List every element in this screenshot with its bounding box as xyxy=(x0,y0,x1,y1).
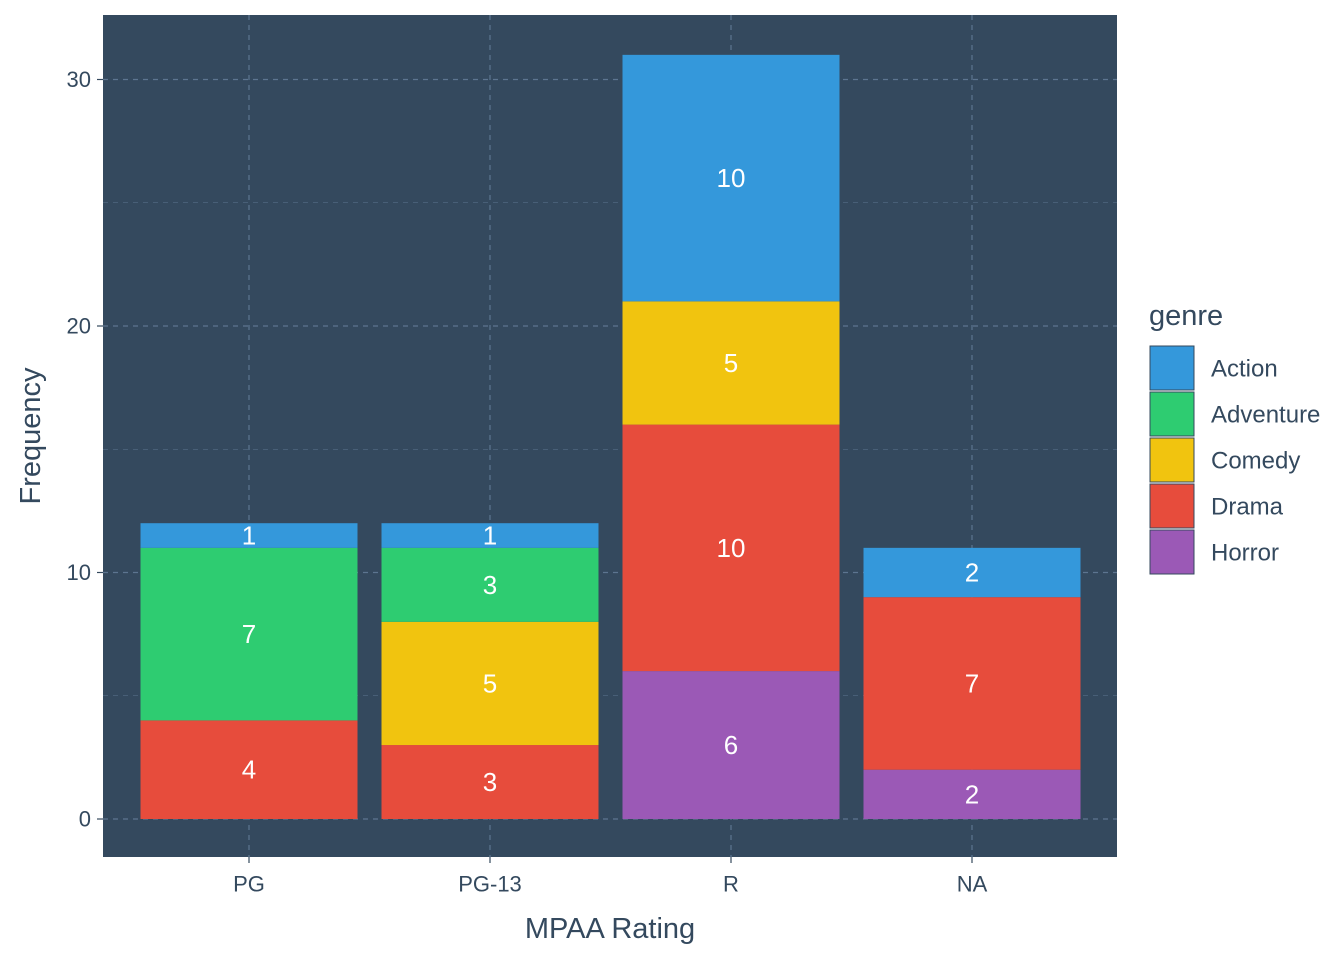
bar-segment xyxy=(622,671,840,819)
bar-segment xyxy=(381,547,599,622)
y-axis-title: Frequency xyxy=(15,367,47,505)
bar-value-label: 10 xyxy=(717,163,746,193)
legend-title: genre xyxy=(1149,300,1223,332)
legend: genre Action Adventure Comedy Drama Horror xyxy=(1149,300,1320,575)
bar-value-label: 6 xyxy=(724,730,738,760)
bar-segment xyxy=(622,424,840,672)
y-axis: 0 10 20 30 xyxy=(67,67,103,832)
legend-label-drama: Drama xyxy=(1211,494,1284,521)
bar-segment xyxy=(140,523,358,548)
legend-key-comedy xyxy=(1149,437,1195,483)
bar-value-labels: 4 7 1 3 5 3 1 6 10 5 10 2 7 2 xyxy=(242,163,979,809)
bar-value-label: 2 xyxy=(965,779,979,809)
bar-value-label: 3 xyxy=(483,767,497,797)
bar-value-label: 1 xyxy=(483,521,497,551)
bar-segment xyxy=(863,547,1081,598)
bar-segment xyxy=(622,301,840,425)
bar-value-label: 7 xyxy=(965,668,979,698)
bar-value-label: 3 xyxy=(483,570,497,600)
bar-value-label: 7 xyxy=(242,619,256,649)
y-tick-label: 0 xyxy=(79,807,91,832)
bar-segment xyxy=(381,523,599,548)
bar-segment xyxy=(622,54,840,302)
bar-value-label: 5 xyxy=(724,348,738,378)
bar-segment xyxy=(863,769,1081,819)
bar-value-label: 10 xyxy=(717,533,746,563)
legend-label-adventure: Adventure xyxy=(1211,402,1320,429)
x-axis: PG PG-13 R NA xyxy=(233,857,988,897)
x-tick-label: R xyxy=(723,872,739,897)
bar-value-label: 5 xyxy=(483,668,497,698)
bar-segment xyxy=(381,621,599,746)
bar-value-label: 4 xyxy=(242,755,256,785)
x-tick-label: PG xyxy=(233,872,265,897)
bar-segment xyxy=(863,597,1081,770)
legend-key-drama xyxy=(1149,483,1195,529)
bar-segment xyxy=(140,720,358,819)
legend-key-adventure xyxy=(1149,391,1195,437)
bar-segment xyxy=(140,547,358,721)
y-tick-label: 30 xyxy=(67,67,91,92)
legend-label-action: Action xyxy=(1211,356,1278,383)
x-tick-label: PG-13 xyxy=(458,872,522,897)
x-tick-label: NA xyxy=(957,872,988,897)
x-axis-title: MPAA Rating xyxy=(525,913,695,945)
y-tick-label: 10 xyxy=(67,560,91,585)
bars xyxy=(140,54,1081,819)
legend-label-comedy: Comedy xyxy=(1211,448,1300,475)
legend-key-horror xyxy=(1149,529,1195,575)
y-tick-label: 20 xyxy=(67,314,91,339)
bar-value-label: 2 xyxy=(965,558,979,588)
bar-segment xyxy=(381,745,599,819)
bar-value-label: 1 xyxy=(242,521,256,551)
legend-key-action xyxy=(1149,345,1195,391)
legend-label-horror: Horror xyxy=(1211,540,1279,567)
